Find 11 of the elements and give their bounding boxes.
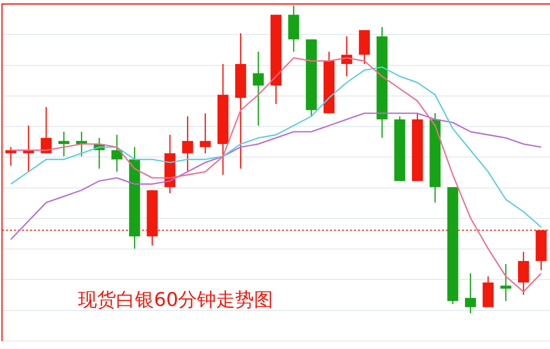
candlestick <box>5 146 16 166</box>
candlestick <box>111 134 122 172</box>
candlestick <box>464 272 476 314</box>
candlestick <box>40 106 52 154</box>
text: 现货白银60分钟走势图 <box>78 288 274 313</box>
candlestick <box>58 131 70 157</box>
candlestick <box>500 263 512 302</box>
candlestick <box>182 116 194 172</box>
candlestick <box>252 51 264 126</box>
candlestick <box>200 112 211 154</box>
candlestick <box>518 251 529 296</box>
